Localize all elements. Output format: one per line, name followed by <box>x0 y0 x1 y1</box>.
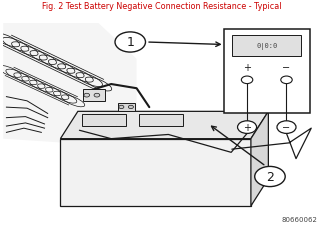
Bar <box>82 115 126 126</box>
Bar <box>118 103 135 112</box>
Circle shape <box>281 77 292 84</box>
Text: −: − <box>283 123 291 133</box>
Text: +: + <box>243 123 251 133</box>
Bar <box>139 115 183 126</box>
Circle shape <box>237 121 257 134</box>
Text: 80660062: 80660062 <box>282 216 318 222</box>
Circle shape <box>128 106 133 109</box>
Bar <box>224 30 310 114</box>
Circle shape <box>94 94 100 98</box>
Text: 0|0:0: 0|0:0 <box>256 43 277 50</box>
Circle shape <box>115 33 145 53</box>
Text: 1: 1 <box>126 36 134 49</box>
Text: +: + <box>243 63 251 73</box>
Text: −: − <box>283 63 291 73</box>
Polygon shape <box>251 112 268 206</box>
Circle shape <box>255 167 285 187</box>
Circle shape <box>84 94 90 98</box>
Circle shape <box>119 106 124 109</box>
Circle shape <box>241 77 253 84</box>
Circle shape <box>277 121 296 134</box>
Text: 2: 2 <box>266 170 274 183</box>
Bar <box>233 36 301 57</box>
Polygon shape <box>3 24 137 143</box>
Polygon shape <box>60 112 268 139</box>
Text: Fig. 2 Test Battery Negative Connection Resistance - Typical: Fig. 2 Test Battery Negative Connection … <box>42 2 282 11</box>
Bar <box>60 139 251 206</box>
Bar <box>83 90 105 101</box>
